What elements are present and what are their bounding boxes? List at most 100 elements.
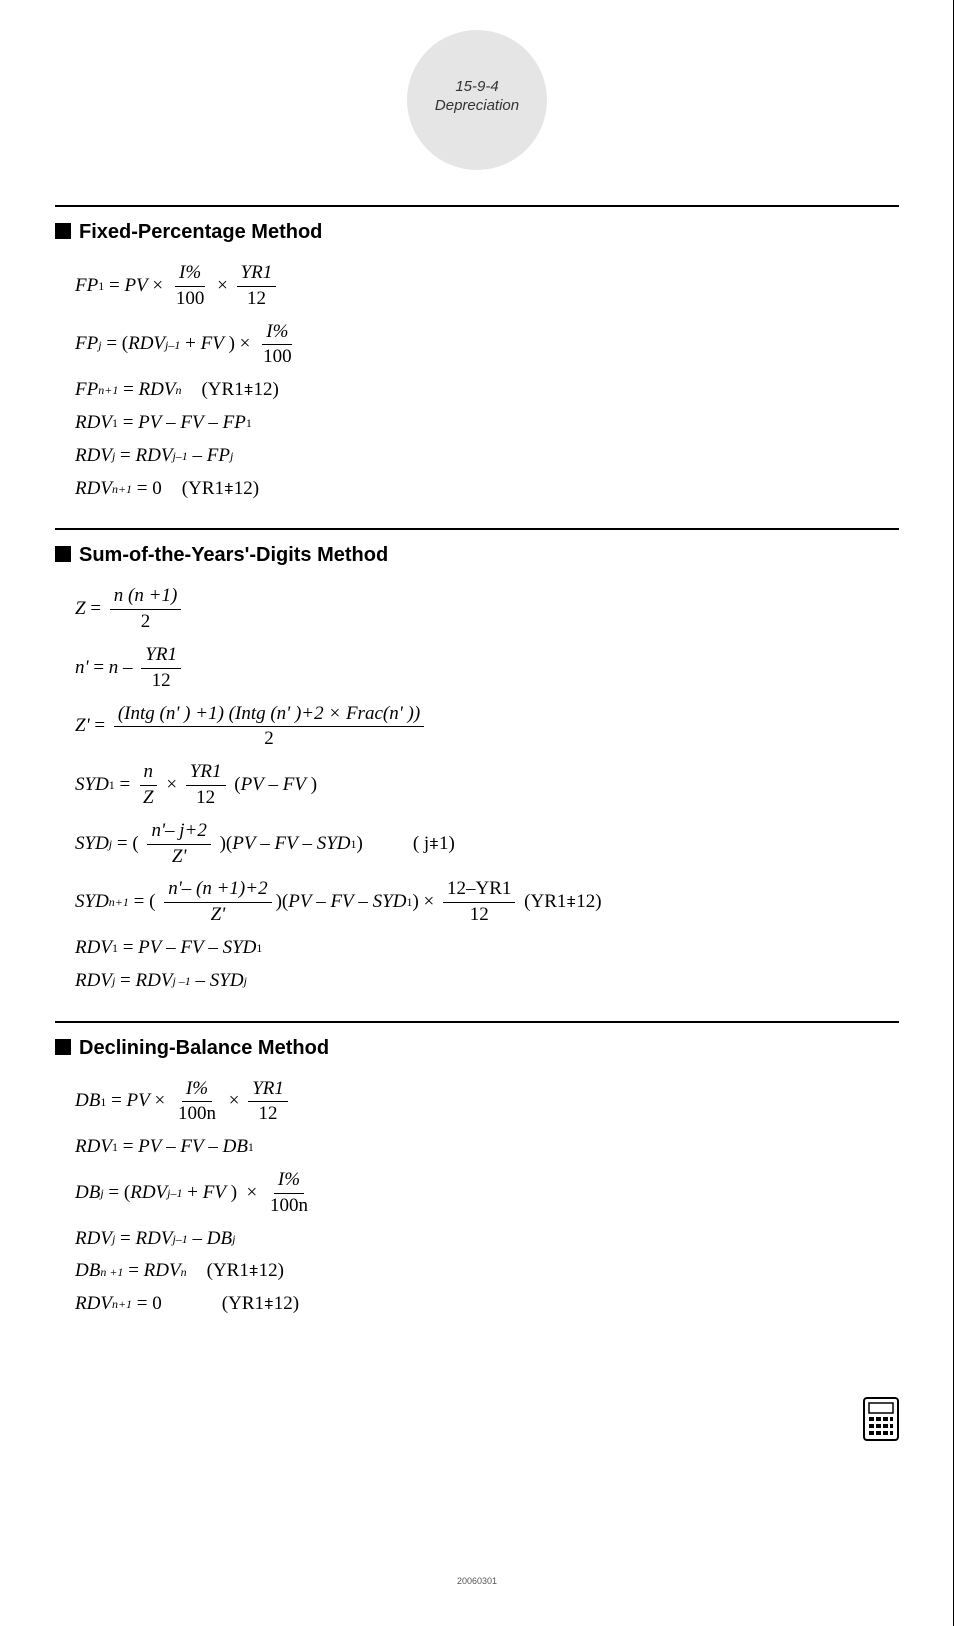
var: FP: [223, 412, 246, 435]
equation: Z' = (Intg (n' ) +1) (Intg (n' )+2 × Fra…: [75, 703, 899, 752]
subscript: n+1: [109, 895, 129, 909]
var: YR1: [248, 1078, 288, 1103]
subscript: j –1: [172, 974, 190, 988]
numerator: n'– (n +1)+2: [164, 878, 271, 903]
num: 12: [255, 1102, 282, 1126]
var: YR1: [186, 761, 226, 786]
var: I%: [179, 262, 201, 283]
var: RDV: [136, 445, 173, 468]
num: 100n: [270, 1195, 308, 1216]
equation: n' = n – YR112: [75, 644, 899, 693]
denom: Z': [168, 845, 191, 869]
equation: SYD1 = nZ × YR112 (PV – FV ): [75, 761, 899, 810]
var: I%: [266, 321, 288, 342]
equation: Z = n (n +1)2: [75, 585, 899, 634]
var: FP: [75, 379, 98, 402]
var: FV: [180, 937, 203, 960]
subscript: n +1: [100, 1265, 123, 1279]
denom: 2: [260, 727, 278, 751]
section-fixed-percentage: Fixed-Percentage Method FP1 = PV × I%100…: [55, 205, 899, 500]
section-title: Sum-of-the-Years'-Digits Method: [55, 544, 899, 567]
num: 0: [152, 1293, 162, 1316]
equation: FPn+1 = RDVn (YR1⧧12): [75, 379, 899, 402]
section-sum-of-years: Sum-of-the-Years'-Digits Method Z = n (n…: [55, 528, 899, 992]
var: YR1: [241, 262, 273, 283]
equation: RDVj = RDVj–1 – FPj: [75, 445, 899, 468]
num: 12: [192, 786, 219, 810]
subscript: j: [232, 1232, 235, 1246]
numerator: 12–YR1: [447, 878, 511, 899]
section-title: Declining-Balance Method: [55, 1037, 899, 1060]
equation: SYDj = ( n'– j+2Z' )(PV – FV – SYD1) ( j…: [75, 820, 899, 869]
subscript: n+1: [112, 482, 132, 496]
var: FP: [75, 275, 98, 298]
section-title: Fixed-Percentage Method: [55, 221, 899, 244]
header-badge: 15-9-4 Depreciation: [55, 30, 899, 170]
num: 100: [259, 345, 296, 369]
var: SYD: [75, 891, 109, 914]
var: RDV: [144, 1260, 181, 1283]
numerator: n'– j+2: [147, 820, 210, 845]
var: I%: [278, 1169, 300, 1190]
var: RDV: [75, 445, 112, 468]
equation: RDVj = RDVj–1 – DBj: [75, 1228, 899, 1251]
numerator: n (n +1): [110, 585, 181, 610]
var: n: [140, 761, 158, 786]
denom: Z': [207, 903, 230, 927]
var: DB: [75, 1090, 100, 1113]
var: RDV: [75, 1228, 112, 1251]
subscript: 1: [248, 1140, 254, 1154]
var: RDV: [75, 412, 112, 435]
var: RDV: [75, 1136, 112, 1159]
equation: DB1 = PV × I%100n × YR112: [75, 1078, 899, 1127]
var: FP: [207, 445, 230, 468]
formulas-block: DB1 = PV × I%100n × YR112 RDV1 = PV – FV…: [55, 1078, 899, 1316]
note: (YR1⧧12): [222, 1293, 299, 1316]
equation: DBn +1 = RDVn (YR1⧧12): [75, 1260, 899, 1283]
note: ( j⧧1): [413, 833, 455, 856]
num: 100n: [178, 1103, 216, 1124]
var: PV: [138, 937, 161, 960]
var: PV: [241, 774, 264, 797]
calculator-icon: [863, 1397, 899, 1446]
subscript: j–1: [172, 1232, 187, 1246]
equation: DBj = (RDVj–1 + FV ) × I%100n: [75, 1169, 899, 1218]
var: RDV: [75, 478, 112, 501]
var: Z': [75, 715, 90, 738]
subscript: 1: [246, 416, 252, 430]
var: PV: [138, 1136, 161, 1159]
numerator: (Intg (n' ) +1) (Intg (n' )+2 × Frac(n' …: [114, 703, 424, 728]
num: 0: [152, 478, 162, 501]
var: RDV: [136, 1228, 173, 1251]
var: YR1: [141, 644, 181, 669]
var: FV: [180, 1136, 203, 1159]
var: FV: [330, 891, 353, 914]
var: SYD: [317, 833, 351, 856]
num: 12: [148, 669, 175, 693]
subscript: j: [230, 449, 233, 463]
var: DB: [75, 1260, 100, 1283]
equation: RDV1 = PV – FV – FP1: [75, 412, 899, 435]
footer-code: 20060301: [55, 1576, 899, 1586]
var: DB: [75, 1182, 100, 1205]
var: RDV: [139, 379, 176, 402]
note: (YR1⧧12): [524, 891, 601, 914]
equation: RDVj = RDVj –1 – SYDj: [75, 970, 899, 993]
var: SYD: [210, 970, 244, 993]
var: I%: [186, 1078, 208, 1099]
var: DB: [223, 1136, 248, 1159]
equation: RDV1 = PV – FV – SYD1: [75, 937, 899, 960]
subscript: n+1: [112, 1297, 132, 1311]
var: FV: [201, 333, 224, 356]
var: DB: [207, 1228, 232, 1251]
note: (YR1⧧12): [201, 379, 278, 402]
denom: 12: [466, 903, 493, 927]
var: PV: [138, 412, 161, 435]
var: Z: [75, 598, 86, 621]
var: RDV: [128, 333, 165, 356]
equation: RDVn+1 = 0 (YR1⧧12): [75, 478, 899, 501]
equation: RDV1 = PV – FV – DB1: [75, 1136, 899, 1159]
var: FV: [180, 412, 203, 435]
var: SYD: [75, 774, 109, 797]
num: 12: [243, 287, 270, 311]
